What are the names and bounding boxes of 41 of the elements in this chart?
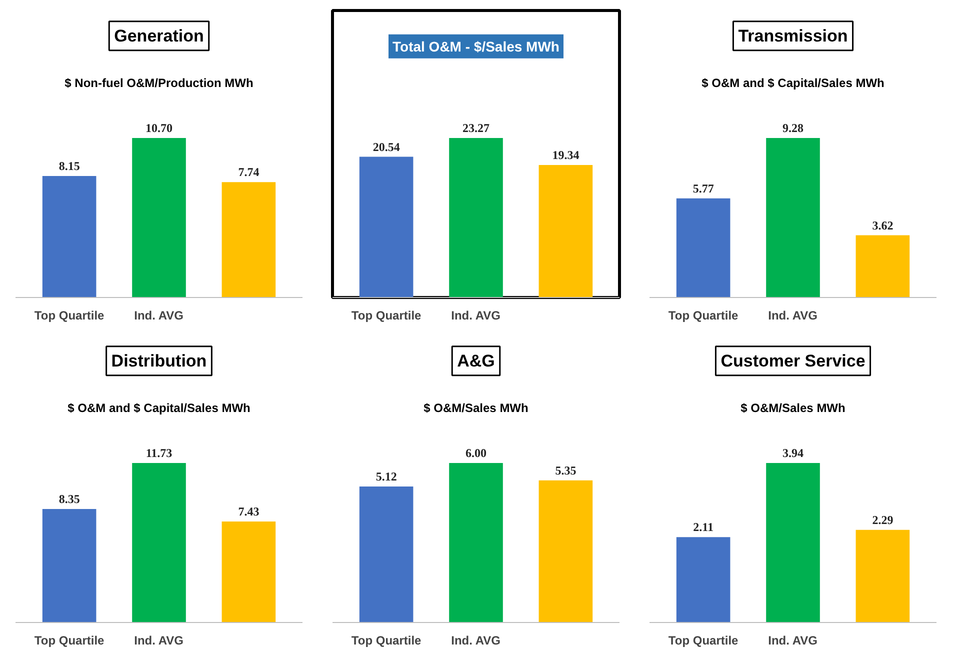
- data-label: 5.12: [376, 469, 397, 484]
- data-label: 2.11: [693, 520, 714, 534]
- data-label: 19.34: [552, 148, 580, 162]
- x-tick-label: Top Quartile: [351, 634, 422, 648]
- x-tick-label: Ind. AVG: [134, 308, 184, 322]
- chart-title: Total O&M - $/Sales MWh: [392, 38, 560, 54]
- data-label: 9.28: [782, 121, 804, 136]
- data-label: 5.35: [555, 463, 576, 478]
- x-tick-label: Ind. AVG: [134, 634, 184, 648]
- x-tick-label: Ind. AVG: [768, 634, 818, 648]
- x-tick-label: Ind. AVG: [451, 308, 500, 322]
- x-tick-label: Top Quartile: [34, 634, 105, 648]
- chart-title: Distribution: [111, 351, 207, 370]
- chart-subtitle: $ Non-fuel O&M/Production MWh: [64, 76, 254, 90]
- chart-title: Customer Service: [720, 351, 866, 370]
- data-label: 23.27: [462, 121, 490, 136]
- data-label: 5.77: [692, 181, 714, 196]
- data-label: 3.62: [872, 218, 894, 232]
- data-label: 2.29: [872, 512, 894, 527]
- data-label: 11.73: [146, 446, 172, 460]
- chart-subtitle: $ O&M and $ Capital/Sales MWh: [702, 76, 884, 90]
- chart-title: Transmission: [738, 26, 848, 46]
- data-label: 6.00: [466, 446, 486, 460]
- chart-title: Generation: [114, 26, 204, 46]
- x-tick-label: Top Quartile: [668, 308, 739, 322]
- x-tick-label: Ind. AVG: [768, 308, 818, 322]
- x-tick-label: Top Quartile: [351, 308, 422, 322]
- chart-subtitle: $ O&M/Sales MWh: [740, 401, 846, 416]
- chart-title: A&G: [457, 351, 495, 370]
- data-label: 8.35: [58, 492, 80, 506]
- x-tick-label: Top Quartile: [34, 308, 105, 322]
- x-tick-label: Top Quartile: [668, 634, 739, 648]
- chart-subtitle: $ O&M/Sales MWh: [424, 401, 528, 416]
- data-label: 8.15: [58, 159, 80, 174]
- data-label: 3.94: [782, 446, 804, 460]
- x-tick-label: Ind. AVG: [451, 634, 500, 648]
- data-label: 20.54: [372, 140, 400, 154]
- data-label: 7.74: [238, 165, 260, 180]
- data-label: 10.70: [146, 121, 172, 136]
- data-label: 7.43: [238, 504, 260, 519]
- chart-subtitle: $ O&M and $ Capital/Sales MWh: [68, 401, 250, 416]
